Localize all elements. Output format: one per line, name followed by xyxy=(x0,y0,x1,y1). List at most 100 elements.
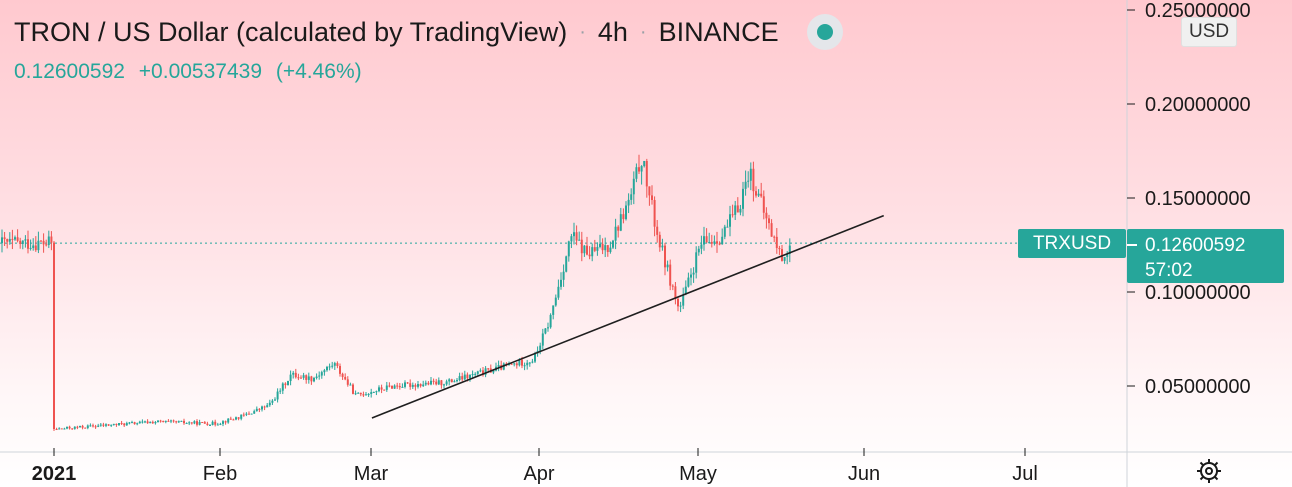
separator: · xyxy=(579,20,586,43)
candle-body xyxy=(450,379,453,383)
candle-body xyxy=(27,239,29,249)
candle-body xyxy=(310,376,313,382)
candle-body xyxy=(47,236,50,245)
candle-body xyxy=(16,237,19,241)
candle-body xyxy=(713,241,716,244)
candle-body xyxy=(734,205,737,215)
candle-body xyxy=(729,214,731,227)
candle-body xyxy=(411,384,414,387)
currency-button[interactable]: USD xyxy=(1181,17,1238,47)
candle-body xyxy=(398,385,401,388)
x-tick-label: Jul xyxy=(1012,463,1038,485)
candle-body xyxy=(240,414,243,419)
candle-body xyxy=(232,419,235,421)
candle-body xyxy=(614,226,617,241)
candle-body xyxy=(513,363,516,365)
candle-body xyxy=(388,385,391,387)
candle-body xyxy=(479,370,482,372)
candle-body xyxy=(255,408,258,412)
candle-body xyxy=(716,241,718,244)
candle-body xyxy=(645,160,648,187)
candle-body xyxy=(211,421,214,425)
candle-body xyxy=(744,181,747,189)
candle-body xyxy=(68,426,71,429)
candle-body xyxy=(591,247,594,257)
candle-body xyxy=(721,236,724,245)
candle-body xyxy=(515,363,518,366)
candle-body xyxy=(378,387,380,392)
candle-body xyxy=(209,424,211,426)
candle-body xyxy=(190,422,193,424)
candle-body xyxy=(151,421,154,424)
candle-body xyxy=(700,244,703,249)
y-tick-label: 0.25000000 xyxy=(1145,0,1251,22)
candle-body xyxy=(427,382,430,385)
candle-body xyxy=(258,408,261,410)
interval-label[interactable]: 4h xyxy=(597,16,628,47)
candle-body xyxy=(86,425,89,429)
candle-body xyxy=(102,424,105,426)
candle-body xyxy=(518,359,521,366)
candle-body xyxy=(749,168,752,181)
candle-body xyxy=(53,242,55,430)
candle-body xyxy=(375,391,378,393)
candle-body xyxy=(294,372,297,378)
candle-body xyxy=(162,420,165,422)
candle-body xyxy=(331,365,334,367)
candle-body xyxy=(661,245,664,248)
candle-body xyxy=(79,425,81,428)
candle-body xyxy=(401,386,404,388)
candle-body xyxy=(271,400,274,403)
candle-body xyxy=(1,237,3,244)
candle-body xyxy=(279,390,282,392)
candle-body xyxy=(34,245,37,251)
candle-body xyxy=(170,420,172,422)
candle-body xyxy=(128,422,131,424)
candle-body xyxy=(81,425,84,428)
candle-body xyxy=(788,245,791,254)
candle-body xyxy=(144,421,146,423)
candle-body xyxy=(534,353,536,362)
candle-body xyxy=(97,425,100,427)
candle-body xyxy=(55,429,58,431)
candle-body xyxy=(164,420,167,422)
settings-gear-icon[interactable] xyxy=(1195,457,1223,485)
symbol-title[interactable]: TRON / US Dollar (calculated by TradingV… xyxy=(14,16,568,47)
candle-body xyxy=(755,191,757,196)
candle-body xyxy=(118,423,120,425)
candle-body xyxy=(8,238,11,242)
candle-body xyxy=(313,377,315,382)
candle-body xyxy=(404,382,406,387)
candle-body xyxy=(172,420,175,422)
candle-body xyxy=(302,375,305,378)
candle-body xyxy=(250,413,253,415)
candle-body xyxy=(554,297,557,306)
candle-body xyxy=(175,421,178,423)
candle-body xyxy=(357,392,360,394)
market-status-icon[interactable] xyxy=(806,14,843,50)
status-dot xyxy=(816,24,833,40)
candle-body xyxy=(177,421,180,423)
candle-body xyxy=(640,166,643,172)
candle-body xyxy=(757,193,760,196)
candle-body xyxy=(323,370,326,373)
candle-body xyxy=(60,428,63,430)
candle-body xyxy=(307,376,310,380)
candle-body xyxy=(50,236,53,243)
candle-body xyxy=(471,374,474,376)
candle-body xyxy=(84,427,87,429)
candle-body xyxy=(305,375,308,380)
candle-body xyxy=(547,327,549,329)
candle-body xyxy=(417,384,419,387)
candle-body xyxy=(544,328,547,334)
candle-body xyxy=(315,376,318,378)
candle-body xyxy=(677,298,679,307)
candle-body xyxy=(372,391,375,393)
candle-body xyxy=(456,380,458,382)
candle-body xyxy=(432,380,435,382)
candle-body xyxy=(281,383,284,391)
candle-body xyxy=(549,314,552,328)
candle-body xyxy=(583,245,586,254)
candle-body xyxy=(601,243,604,251)
